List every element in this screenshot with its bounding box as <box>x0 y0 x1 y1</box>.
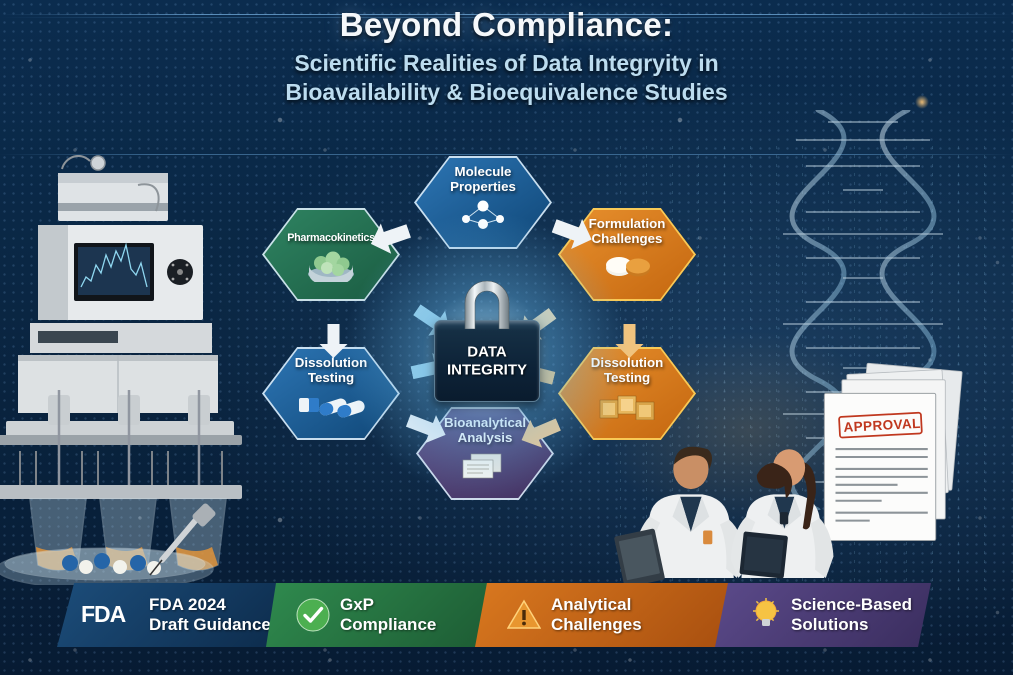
svg-text:FDA: FDA <box>81 602 126 627</box>
